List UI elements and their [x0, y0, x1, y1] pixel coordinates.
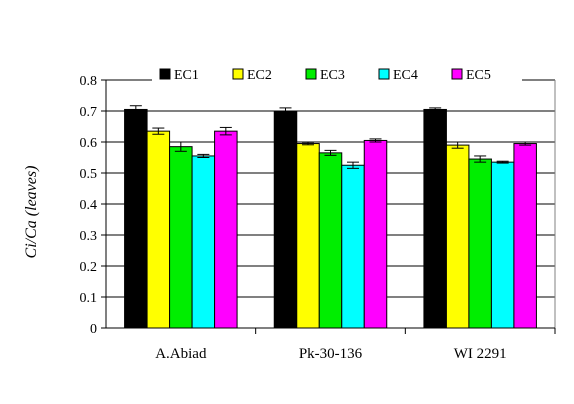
- y-tick-label: 0.8: [80, 74, 98, 89]
- legend-box: [152, 63, 522, 85]
- bar-ec5-pk-30-136: [363, 139, 388, 329]
- y-tick-label: 0.2: [80, 260, 98, 275]
- legend-label: EC1: [174, 68, 199, 83]
- bar-ec1-a-abiad: [124, 108, 148, 329]
- bar-ec4-a-abiad: [191, 155, 216, 329]
- bar-ec3-wi-2291: [468, 158, 492, 329]
- y-axis-label: Ci/Ca (leaves): [23, 166, 40, 259]
- bar-ec3-a-abiad: [169, 146, 193, 329]
- bar-ec1-pk-30-136: [273, 110, 298, 329]
- x-category-label: Pk-30-136: [299, 346, 363, 362]
- bar-ec4-pk-30-136: [341, 164, 365, 329]
- bar-ec2-wi-2291: [445, 144, 470, 329]
- bar-ec5-a-abiad: [214, 130, 238, 329]
- legend: EC1 EC2 EC3 EC4 EC5: [152, 63, 522, 85]
- legend-label: EC5: [466, 68, 491, 83]
- bar-ec4-wi-2291: [490, 161, 515, 329]
- bar-ec2-a-abiad: [146, 130, 171, 329]
- y-tick-label: 0.1: [80, 291, 98, 306]
- bar-ec2-pk-30-136: [296, 143, 320, 329]
- legend-label: EC4: [393, 68, 418, 83]
- legend-swatch: [305, 68, 317, 80]
- y-tick-label: 0.3: [80, 229, 98, 244]
- bar-ec3-pk-30-136: [318, 152, 343, 329]
- legend-label: EC3: [320, 68, 345, 83]
- y-tick-label: 0.7: [80, 105, 98, 120]
- x-category-label: WI 2291: [454, 346, 507, 362]
- legend-swatch: [232, 68, 244, 80]
- bar-ec1-wi-2291: [423, 108, 447, 329]
- y-tick-label: 0.6: [80, 136, 98, 151]
- y-tick-label: 0.4: [80, 198, 98, 213]
- legend-swatch: [159, 68, 171, 80]
- bar-ec5-wi-2291: [513, 143, 537, 329]
- axes: 0 0.1 0.2 0.3 0.4 0.5 0.6 0.7 0.8 A.Abiad Pk-30-13…: [80, 74, 556, 362]
- legend-swatch: [378, 68, 390, 80]
- legend-swatch: [451, 68, 463, 80]
- x-category-label: A.Abiad: [155, 346, 207, 362]
- y-tick-label: 0.5: [80, 167, 98, 182]
- bars: [124, 105, 537, 329]
- y-tick-label: 0: [90, 322, 97, 337]
- legend-label: EC2: [247, 68, 272, 83]
